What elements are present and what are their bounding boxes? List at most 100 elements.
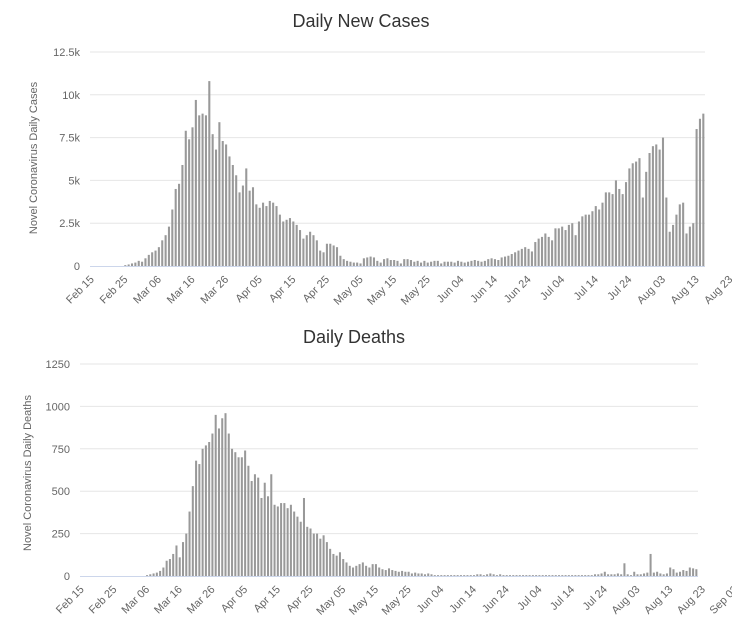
bar	[293, 511, 296, 576]
bar	[241, 185, 244, 266]
bar	[157, 247, 160, 266]
bar	[253, 474, 256, 576]
bar	[217, 428, 220, 576]
bar	[446, 261, 449, 266]
bar	[322, 535, 325, 576]
x-tick-labels: Feb 15 Feb 25 Mar 06 Mar 16 Mar 26 Apr 05 Apr …	[54, 584, 732, 618]
bar	[574, 235, 577, 266]
x-tick-label: Jul 14	[548, 584, 577, 613]
bar	[479, 574, 482, 576]
bar	[231, 448, 234, 576]
bar	[603, 571, 606, 576]
bar	[181, 164, 184, 266]
bar	[228, 156, 231, 266]
bar	[191, 486, 194, 576]
bar	[283, 503, 286, 576]
bar	[463, 575, 466, 576]
bar	[407, 571, 410, 576]
bar	[164, 235, 167, 266]
bar	[312, 235, 315, 266]
bar	[656, 571, 659, 576]
bar	[557, 228, 560, 266]
bar	[255, 204, 258, 266]
y-tick-label: 500	[52, 486, 70, 498]
x-tick-label: Jul 04	[515, 584, 544, 613]
bar	[208, 442, 211, 576]
y-tick-label: 2.5k	[59, 218, 80, 230]
bar	[514, 252, 517, 266]
bar	[258, 207, 261, 266]
x-tick-label: Apr 15	[267, 274, 298, 305]
bar	[613, 574, 616, 576]
bar	[446, 575, 449, 576]
bar	[403, 259, 406, 266]
x-tick-label: Feb 15	[54, 584, 87, 617]
bar	[346, 260, 349, 266]
bar	[535, 575, 538, 576]
x-tick-label: Apr 25	[284, 584, 315, 615]
x-tick-label: May 05	[332, 274, 366, 308]
bar	[214, 149, 218, 266]
bar	[659, 573, 662, 576]
bar	[459, 575, 462, 576]
bar	[584, 575, 587, 576]
y-tick-label: 12.5k	[53, 47, 80, 59]
bar	[381, 569, 384, 576]
bar	[643, 573, 646, 576]
bar	[483, 260, 486, 266]
bar	[147, 254, 150, 266]
bar	[591, 211, 594, 266]
x-tick-label: Feb 25	[87, 584, 120, 617]
bar	[443, 261, 446, 266]
bar	[430, 574, 433, 576]
bar	[267, 496, 270, 576]
bar	[558, 575, 561, 576]
bar	[544, 575, 547, 576]
bar	[159, 570, 162, 576]
bar	[590, 575, 593, 576]
bar	[679, 571, 682, 576]
bar	[531, 575, 534, 576]
bar	[315, 240, 318, 266]
bar	[296, 516, 299, 576]
bar	[604, 192, 607, 266]
bar	[260, 497, 263, 576]
bar	[225, 144, 228, 266]
bar	[695, 129, 698, 266]
y-tick-labels: 0 2.5k 5k 7.5k 10k 12.5k	[53, 47, 80, 273]
bar	[443, 575, 446, 576]
bar	[406, 259, 409, 266]
bar	[621, 194, 624, 266]
bar	[235, 175, 238, 266]
bar	[618, 188, 621, 266]
bar	[467, 261, 470, 266]
x-tick-label: Sep 02	[708, 584, 732, 617]
bar	[144, 258, 147, 266]
bar	[250, 481, 253, 576]
x-tick-label: May 15	[347, 584, 381, 618]
bar	[238, 192, 241, 266]
bar	[567, 575, 570, 576]
bar	[292, 221, 295, 266]
bar	[598, 209, 601, 266]
bar	[473, 260, 476, 266]
bar	[416, 260, 419, 266]
bar	[574, 575, 577, 576]
bar	[342, 559, 345, 576]
bar	[675, 214, 678, 266]
bar	[528, 575, 531, 576]
bar	[332, 245, 335, 266]
bar	[682, 570, 685, 576]
bar	[278, 214, 281, 266]
bar	[155, 572, 158, 576]
x-tick-label: Apr 05	[233, 274, 264, 305]
bar	[134, 262, 137, 266]
x-tick-label: Feb 15	[64, 274, 97, 307]
x-tick-label: Jun 04	[435, 274, 467, 306]
x-tick-label: Mar 06	[131, 274, 164, 307]
x-tick-label: Apr 05	[219, 584, 250, 615]
x-tick-label: Jun 14	[447, 584, 479, 616]
bar	[288, 218, 291, 266]
bar	[221, 141, 224, 266]
bar	[174, 188, 177, 266]
